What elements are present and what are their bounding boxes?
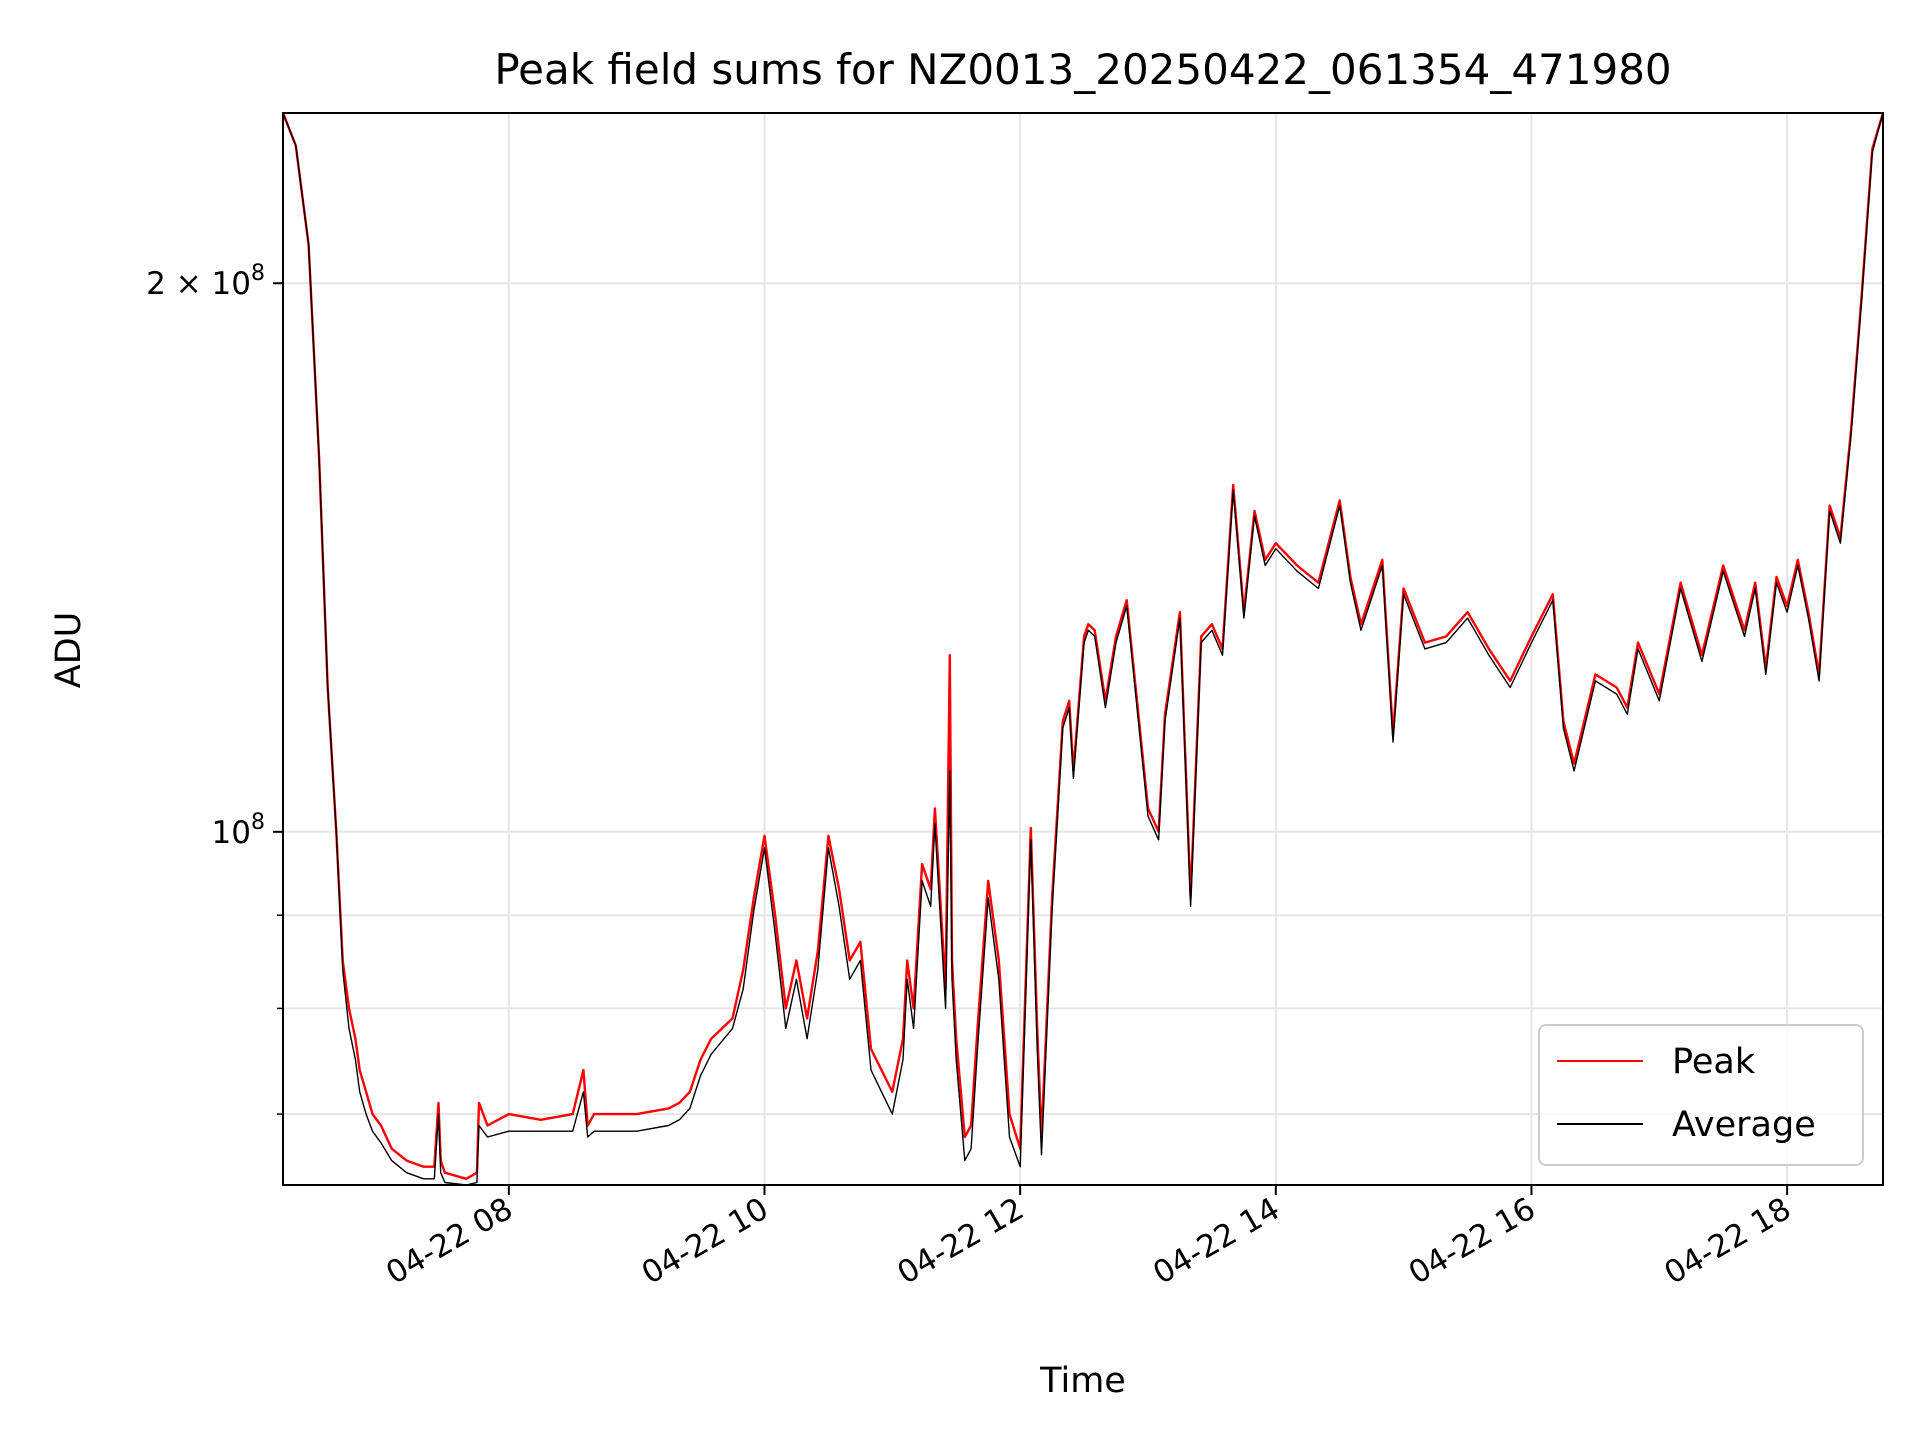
y-tick-label: 108	[212, 810, 265, 851]
legend-label-average: Average	[1672, 1105, 1816, 1145]
legend-label-peak: Peak	[1672, 1042, 1756, 1082]
series-line-average	[282, 112, 1884, 1186]
series-layer	[281, 112, 1885, 1186]
y-tick-label: 2 × 108	[146, 261, 265, 302]
grid	[283, 113, 1883, 1185]
chart-title: Peak field sums for NZ0013_20250422_0613…	[494, 45, 1671, 94]
y-axis-label: ADU	[49, 612, 89, 689]
plot-frame	[282, 112, 1884, 1186]
legend: Peak Average	[1538, 1024, 1864, 1166]
y-axis: 108 2 × 108	[146, 261, 283, 1115]
x-axis-label: Time	[1039, 1361, 1126, 1401]
series-line-peak	[281, 112, 1885, 1181]
